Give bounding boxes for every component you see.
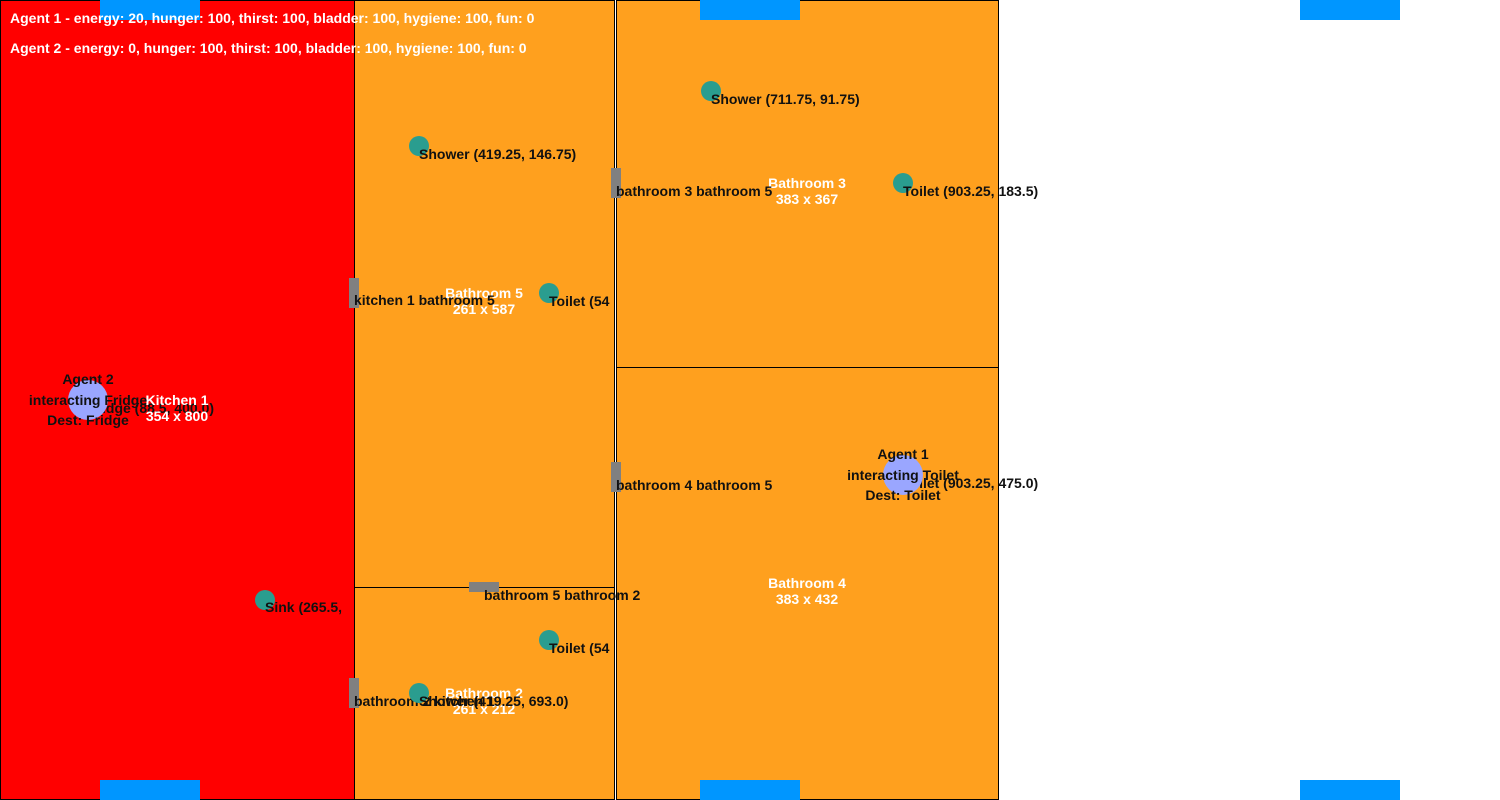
agent-name: Agent 1 xyxy=(877,446,929,462)
room-name: Bathroom 3 xyxy=(768,175,846,191)
shower-object[interactable] xyxy=(409,683,429,703)
room-name: Bathroom 4 xyxy=(768,575,846,591)
door-bathroom-4-bathroom-5[interactable] xyxy=(611,462,621,492)
window-bottom-1 xyxy=(100,780,200,800)
shower-label: Shower (419.25, 693.0) xyxy=(419,693,569,709)
sink-object[interactable] xyxy=(255,590,275,610)
window-top-2 xyxy=(700,0,800,20)
agent-2-avatar[interactable] xyxy=(68,380,108,420)
agent-1-avatar[interactable] xyxy=(883,455,923,495)
agent-destination: Dest: Toilet xyxy=(865,487,941,503)
door-bathroom-3-bathroom-5[interactable] xyxy=(611,168,621,198)
room-size: 261 x 212 xyxy=(452,701,516,717)
agent-destination: Dest: Fridge xyxy=(47,412,129,428)
agent-action: interacting Toilet xyxy=(847,466,959,483)
agent-1-status: Agent 1 - energy: 20, hunger: 100, thirs… xyxy=(10,10,535,26)
room-name: Bathroom 5 xyxy=(445,285,523,301)
shower-object[interactable] xyxy=(701,81,721,101)
room-kitchen-1 xyxy=(0,0,355,800)
room-bathroom-3 xyxy=(616,0,999,368)
toilet-object[interactable] xyxy=(893,173,913,193)
shower-label: Shower (419.25, 146.75) xyxy=(419,146,577,162)
door-label-kitchen-1-bathroom-5: kitchen 1 bathroom 5 xyxy=(354,292,495,308)
toilet-label: Toilet (54 xyxy=(549,293,610,309)
agent-1-info: Agent 1 interacting Toilet Dest: Toilet xyxy=(847,444,959,506)
room-name: Kitchen 1 xyxy=(145,392,209,408)
agent-action: interacting Fridge xyxy=(28,391,148,408)
agent-name: Agent 2 xyxy=(62,371,114,387)
room-bathroom-5 xyxy=(354,0,615,588)
room-size: 354 x 800 xyxy=(145,408,209,424)
room-label-bathroom-4: Bathroom 4 383 x 432 xyxy=(768,575,846,607)
window-top-1 xyxy=(100,0,200,20)
door-label-bathroom-3-bathroom-5: bathroom 3 bathroom 5 xyxy=(616,183,773,199)
room-size: 261 x 587 xyxy=(452,301,516,317)
shower-label: Shower (711.75, 91.75) xyxy=(711,91,860,107)
door-label-bathroom-4-bathroom-5: bathroom 4 bathroom 5 xyxy=(616,477,773,493)
door-bathroom-2-kitchen-1[interactable] xyxy=(349,678,359,708)
toilet-object[interactable] xyxy=(539,283,559,303)
sink-label: Sink (265.5, xyxy=(265,599,343,615)
room-label-kitchen-1: Kitchen 1 354 x 800 xyxy=(145,392,208,424)
window-bottom-3 xyxy=(1300,780,1400,800)
room-size: 383 x 367 xyxy=(775,191,839,207)
door-label-bathroom-5-bathroom-2: bathroom 5 bathroom 2 xyxy=(484,587,641,603)
room-size: 383 x 432 xyxy=(775,591,839,607)
agent-2-info: Agent 2 interacting Fridge Dest: Fridge xyxy=(29,369,147,431)
room-label-bathroom-5: Bathroom 5 261 x 587 xyxy=(445,285,523,317)
agent-2-status: Agent 2 - energy: 0, hunger: 100, thirst… xyxy=(10,40,527,56)
door-bathroom-5-bathroom-2[interactable] xyxy=(469,582,499,592)
fridge-label: Fridge (88.5, 400.0) xyxy=(88,400,215,416)
window-bottom-2 xyxy=(700,780,800,800)
toilet-object[interactable] xyxy=(539,630,559,650)
toilet-label: Toilet (903.25, 475.0) xyxy=(903,475,1039,491)
room-label-bathroom-2: Bathroom 2 261 x 212 xyxy=(445,685,523,717)
room-bathroom-4 xyxy=(616,367,999,800)
door-kitchen-1-bathroom-5[interactable] xyxy=(349,278,359,308)
toilet-label: Toilet (903.25, 183.5) xyxy=(903,183,1039,199)
window-top-3 xyxy=(1300,0,1400,20)
room-name: Bathroom 2 xyxy=(445,685,523,701)
toilet-label: Toilet (54 xyxy=(549,640,610,656)
shower-object[interactable] xyxy=(409,136,429,156)
room-label-bathroom-3: Bathroom 3 383 x 367 xyxy=(768,175,846,207)
